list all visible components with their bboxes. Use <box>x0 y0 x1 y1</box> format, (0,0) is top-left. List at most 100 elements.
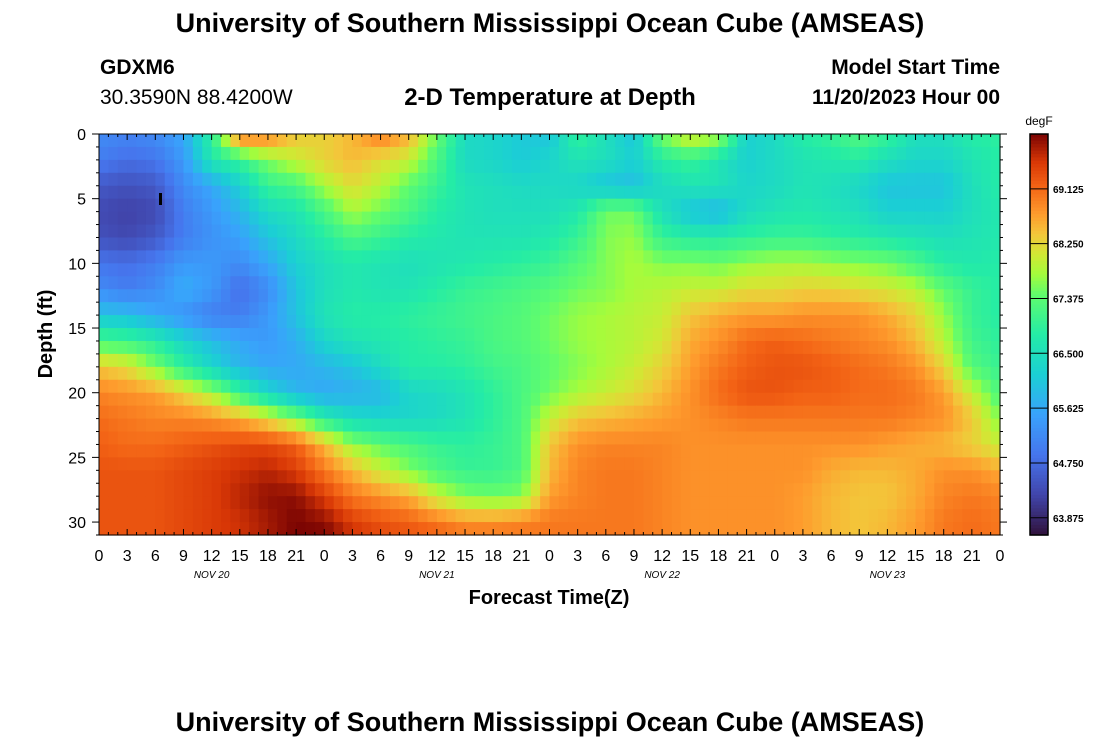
heatmap-cell <box>577 522 588 536</box>
heatmap-cell <box>164 289 175 303</box>
heatmap-cell <box>380 328 391 342</box>
heatmap-cell <box>774 522 785 536</box>
heatmap-cell <box>633 509 644 523</box>
heatmap-cell <box>399 263 410 277</box>
heatmap-cell <box>727 509 738 523</box>
heatmap-cell <box>821 237 832 252</box>
heatmap-cell <box>680 198 691 213</box>
heatmap-cell <box>643 237 654 252</box>
heatmap-cell <box>596 470 607 484</box>
heatmap-cell <box>155 302 166 316</box>
heatmap-cell <box>192 250 203 264</box>
heatmap-cell <box>624 483 635 497</box>
heatmap-cell <box>314 457 325 471</box>
colorbar-segment <box>1030 501 1048 506</box>
heatmap-cell <box>483 470 494 484</box>
heatmap-cell <box>408 159 419 174</box>
heatmap-cell <box>521 405 532 420</box>
heatmap-cell <box>164 159 175 174</box>
heatmap-cell <box>267 340 278 355</box>
heatmap-cell <box>211 418 222 433</box>
heatmap-cell <box>427 457 438 471</box>
heatmap-cell <box>511 496 522 510</box>
colorbar-segment <box>1030 217 1048 222</box>
heatmap-cell <box>117 366 128 381</box>
heatmap-cell <box>127 172 138 187</box>
heatmap-cell <box>305 328 316 342</box>
heatmap-cell <box>389 496 400 510</box>
heatmap-cell <box>183 509 194 523</box>
heatmap-cell <box>671 418 682 433</box>
heatmap-cell <box>399 172 410 187</box>
heatmap-cell <box>483 340 494 355</box>
heatmap-cell <box>624 211 635 226</box>
heatmap-cell <box>680 353 691 368</box>
heatmap-cell <box>455 366 466 381</box>
heatmap-cell <box>399 315 410 329</box>
heatmap-cell <box>831 328 842 342</box>
heatmap-cell <box>249 237 260 252</box>
colorbar-segment <box>1030 371 1048 376</box>
heatmap-cell <box>784 483 795 497</box>
heatmap-cell <box>343 211 354 226</box>
heatmap-cell <box>408 237 419 252</box>
heatmap-cell <box>568 328 579 342</box>
heatmap-cell <box>934 224 945 239</box>
colorbar-segment <box>1030 250 1048 255</box>
heatmap-cell <box>343 146 354 161</box>
heatmap-cell <box>971 392 982 407</box>
heatmap-cell <box>680 172 691 187</box>
heatmap-cell <box>596 379 607 394</box>
heatmap-cell <box>718 315 729 329</box>
heatmap-cell <box>230 496 241 510</box>
heatmap-cell <box>802 379 813 394</box>
heatmap-cell <box>446 470 457 484</box>
heatmap-cell <box>577 315 588 329</box>
heatmap-cell <box>558 366 569 381</box>
heatmap-cell <box>568 353 579 368</box>
heatmap-cell <box>540 509 551 523</box>
heatmap-cell <box>174 172 185 187</box>
heatmap-cell <box>831 522 842 536</box>
heatmap-cell <box>418 379 429 394</box>
heatmap-cell <box>305 379 316 394</box>
heatmap-cell <box>587 328 598 342</box>
heatmap-cell <box>877 302 888 316</box>
heatmap-cell <box>840 392 851 407</box>
heatmap-cell <box>680 134 691 148</box>
heatmap-cell <box>249 405 260 420</box>
heatmap-cell <box>953 134 964 148</box>
heatmap-cell <box>296 237 307 252</box>
heatmap-cell <box>671 483 682 497</box>
heatmap-cell <box>624 328 635 342</box>
heatmap-cell <box>483 392 494 407</box>
heatmap-cell <box>802 315 813 329</box>
heatmap-cell <box>671 405 682 420</box>
heatmap-cell <box>155 263 166 277</box>
heatmap-cell <box>502 185 513 200</box>
heatmap-cell <box>371 198 382 213</box>
heatmap-cell <box>765 185 776 200</box>
heatmap-cell <box>502 224 513 239</box>
colorbar-segment <box>1030 424 1048 429</box>
heatmap-cell <box>671 185 682 200</box>
heatmap-cell <box>540 379 551 394</box>
heatmap-cell <box>305 134 316 148</box>
heatmap-cell <box>267 237 278 252</box>
heatmap-cell <box>305 483 316 497</box>
heatmap-cell <box>249 134 260 148</box>
heatmap-cell <box>296 418 307 433</box>
heatmap-cell <box>493 159 504 174</box>
heatmap-cell <box>877 198 888 213</box>
colorbar-segment <box>1030 301 1048 306</box>
x-tick-label: 15 <box>907 548 925 565</box>
heatmap-cell <box>709 276 720 290</box>
heatmap-cell <box>117 237 128 252</box>
heatmap-cell <box>352 328 363 342</box>
heatmap-cell <box>877 444 888 458</box>
heatmap-cell <box>145 198 156 213</box>
heatmap-cell <box>296 470 307 484</box>
heatmap-cell <box>249 185 260 200</box>
heatmap-cell <box>511 509 522 523</box>
heatmap-cell <box>887 392 898 407</box>
